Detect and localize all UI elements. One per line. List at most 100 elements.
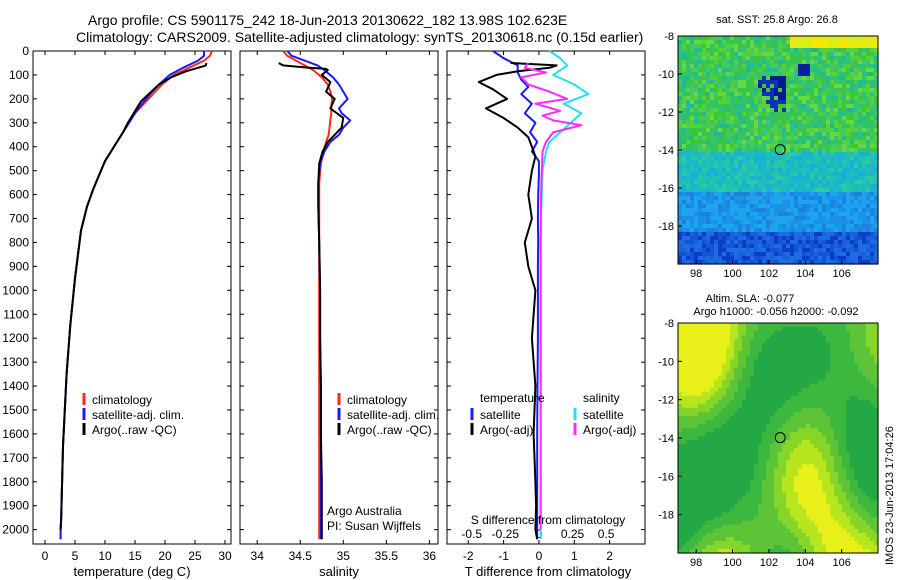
- map-cell: [738, 240, 743, 245]
- map-cell: [722, 415, 727, 421]
- map-cell: [770, 212, 775, 217]
- map-cell: [786, 331, 791, 336]
- map-cell: [802, 172, 807, 177]
- map-cell: [698, 327, 703, 332]
- map-cell: [758, 444, 763, 449]
- map-cell: [746, 260, 751, 265]
- map-cell: [722, 176, 727, 181]
- map-cell: [862, 176, 867, 181]
- map-cell: [746, 468, 751, 473]
- map-cell: [750, 448, 755, 453]
- map-cell: [706, 468, 711, 473]
- map-cell: [738, 460, 743, 465]
- map-cell: [682, 403, 687, 409]
- map-cell: [746, 391, 751, 397]
- map-cell: [722, 44, 727, 49]
- map-cell: [806, 116, 811, 121]
- map-cell: [730, 68, 735, 73]
- map-cell: [730, 152, 735, 157]
- map-cell: [838, 116, 843, 121]
- map-cell: [686, 188, 691, 193]
- map-cell: [826, 427, 831, 433]
- map-cell: [798, 196, 803, 201]
- map-cell: [810, 180, 815, 185]
- map-cell: [726, 228, 731, 233]
- map-cell: [746, 351, 751, 356]
- map-cell: [706, 375, 711, 381]
- map-cell: [830, 244, 835, 249]
- map-cell: [810, 196, 815, 201]
- map-cell: [682, 196, 687, 201]
- map-cell: [758, 196, 763, 201]
- map-cell: [814, 339, 819, 344]
- map-cell: [710, 196, 715, 201]
- map-cell: [702, 156, 707, 161]
- map-cell: [714, 120, 719, 125]
- map-cell: [802, 148, 807, 153]
- map-cell: [866, 367, 871, 373]
- map-cell: [690, 180, 695, 185]
- map-cell: [758, 176, 763, 181]
- map-cell: [746, 395, 751, 401]
- map-cell: [734, 240, 739, 245]
- map-cell: [734, 216, 739, 221]
- map-cell: [742, 128, 747, 133]
- map-cell: [850, 371, 855, 377]
- map-cell: [782, 423, 787, 429]
- map-cell: [806, 88, 811, 93]
- map-cell: [802, 124, 807, 129]
- map-cell: [854, 92, 859, 97]
- map-cell: [730, 431, 735, 437]
- map-cell: [726, 456, 731, 461]
- map-cell: [810, 444, 815, 449]
- map-cell: [802, 435, 807, 441]
- map-cell: [766, 423, 771, 429]
- map-cell: [734, 72, 739, 77]
- x-tick-label: 2: [606, 549, 613, 563]
- map-cell: [726, 148, 731, 153]
- map-cell: [830, 216, 835, 221]
- map-cell: [754, 383, 759, 389]
- map-cell: [826, 160, 831, 165]
- map-cell: [846, 96, 851, 101]
- map-cell: [774, 367, 779, 373]
- map-cell: [762, 204, 767, 209]
- depth-tick-label: 500: [9, 164, 29, 178]
- map-cell: [758, 44, 763, 49]
- map-cell: [862, 244, 867, 249]
- map-cell: [826, 460, 831, 465]
- map-cell: [818, 92, 823, 97]
- map-cell: [846, 407, 851, 413]
- map-cell: [734, 460, 739, 465]
- map-cell: [810, 387, 815, 393]
- map-cell: [742, 391, 747, 397]
- map-cell: [862, 116, 867, 121]
- map-cell: [678, 440, 683, 445]
- map-cell: [798, 176, 803, 181]
- map-cell: [850, 136, 855, 141]
- map-cell: [810, 411, 815, 417]
- map-cell: [810, 367, 815, 373]
- map-cell: [718, 64, 723, 69]
- map-cell: [742, 176, 747, 181]
- map-cell: [722, 216, 727, 221]
- map-cell: [718, 140, 723, 145]
- map-cell: [866, 375, 871, 381]
- map-cell: [686, 220, 691, 225]
- map-cell: [786, 367, 791, 373]
- map-cell: [786, 184, 791, 189]
- map-cell: [734, 188, 739, 193]
- map-cell: [854, 156, 859, 161]
- map-cell: [830, 260, 835, 265]
- map-cell: [806, 343, 811, 348]
- map-cell: [826, 248, 831, 253]
- map-cell: [838, 132, 843, 137]
- map-cell: [826, 120, 831, 125]
- map-cell: [766, 464, 771, 469]
- map-cell: [794, 343, 799, 348]
- map-cell: [690, 448, 695, 453]
- map-cell: [750, 240, 755, 245]
- map-cell: [858, 452, 863, 457]
- map-cell: [814, 44, 819, 49]
